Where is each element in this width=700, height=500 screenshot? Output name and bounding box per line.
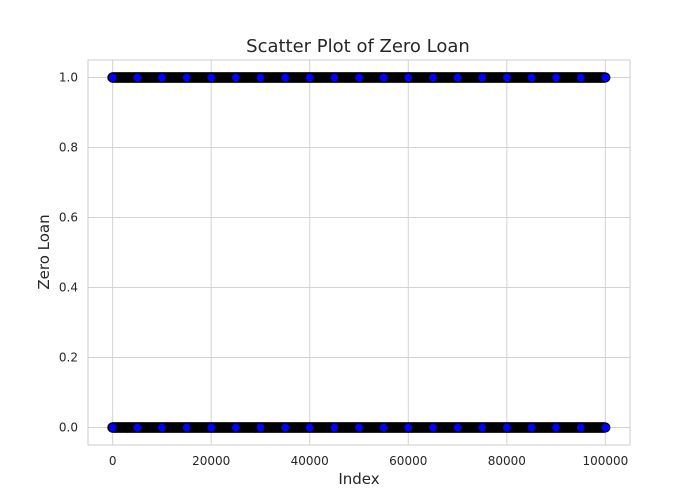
- x-tick-label: 40000: [291, 454, 329, 468]
- scatter-point: [477, 422, 488, 433]
- x-axis-ticks: 0 20000 40000 60000 80000 100000: [109, 454, 628, 468]
- scatter-point: [378, 422, 389, 433]
- scatter-point: [107, 72, 118, 83]
- scatter-point: [403, 422, 414, 433]
- y-axis-ticks: 0.0 0.2 0.4 0.6 0.8 1.0: [59, 71, 78, 435]
- x-tick-label: 60000: [389, 454, 427, 468]
- y-tick-label: 0.8: [59, 141, 78, 155]
- x-tick-label: 80000: [488, 454, 526, 468]
- scatter-point: [304, 422, 315, 433]
- scatter-point: [255, 72, 266, 83]
- scatter-point: [575, 422, 586, 433]
- scatter-point: [107, 422, 118, 433]
- scatter-point: [353, 72, 365, 83]
- scatter-point: [575, 72, 586, 83]
- scatter-point: [206, 72, 217, 83]
- grid: [88, 60, 630, 445]
- scatter-point: [206, 422, 217, 433]
- x-tick-label: 0: [109, 454, 117, 468]
- scatter-point: [526, 72, 537, 83]
- y-axis-label: Zero Loan: [35, 214, 53, 289]
- scatter-point: [550, 422, 562, 433]
- scatter-point: [156, 72, 168, 83]
- y-tick-label: 0.2: [59, 351, 78, 365]
- scatter-point: [477, 72, 488, 83]
- scatter-point: [279, 72, 291, 83]
- scatter-point: [427, 422, 439, 433]
- scatter-point: [501, 72, 512, 83]
- x-tick-label: 100000: [582, 454, 628, 468]
- scatter-point: [378, 72, 389, 83]
- scatter-point: [526, 422, 537, 433]
- scatter-point: [452, 422, 463, 433]
- scatter-point: [156, 422, 168, 433]
- scatter-point: [452, 72, 463, 83]
- scatter-point: [304, 72, 315, 83]
- scatter-point: [329, 422, 340, 433]
- y-tick-label: 0.0: [59, 421, 78, 435]
- y-tick-label: 0.4: [59, 281, 78, 295]
- x-tick-label: 20000: [192, 454, 230, 468]
- scatter-point: [353, 422, 365, 433]
- scatter-point: [550, 72, 562, 83]
- scatter-point: [181, 422, 192, 433]
- scatter-point: [132, 422, 143, 433]
- scatter-point: [600, 72, 611, 83]
- scatter-point: [329, 72, 340, 83]
- scatter-point: [230, 72, 241, 83]
- scatter-point: [501, 422, 512, 433]
- x-axis-label: Index: [338, 470, 379, 488]
- data-points: [107, 72, 611, 433]
- y-tick-label: 1.0: [59, 71, 78, 85]
- scatter-point: [403, 72, 414, 83]
- chart-title: Scatter Plot of Zero Loan: [246, 36, 470, 57]
- scatter-point: [279, 422, 291, 433]
- scatter-point: [181, 72, 192, 83]
- plot-frame: [87, 59, 631, 446]
- scatter-point: [600, 422, 611, 433]
- y-tick-label: 0.6: [59, 211, 78, 225]
- scatter-point: [427, 72, 439, 83]
- scatter-point: [132, 72, 143, 83]
- scatter-point: [255, 422, 266, 433]
- scatter-point: [230, 422, 241, 433]
